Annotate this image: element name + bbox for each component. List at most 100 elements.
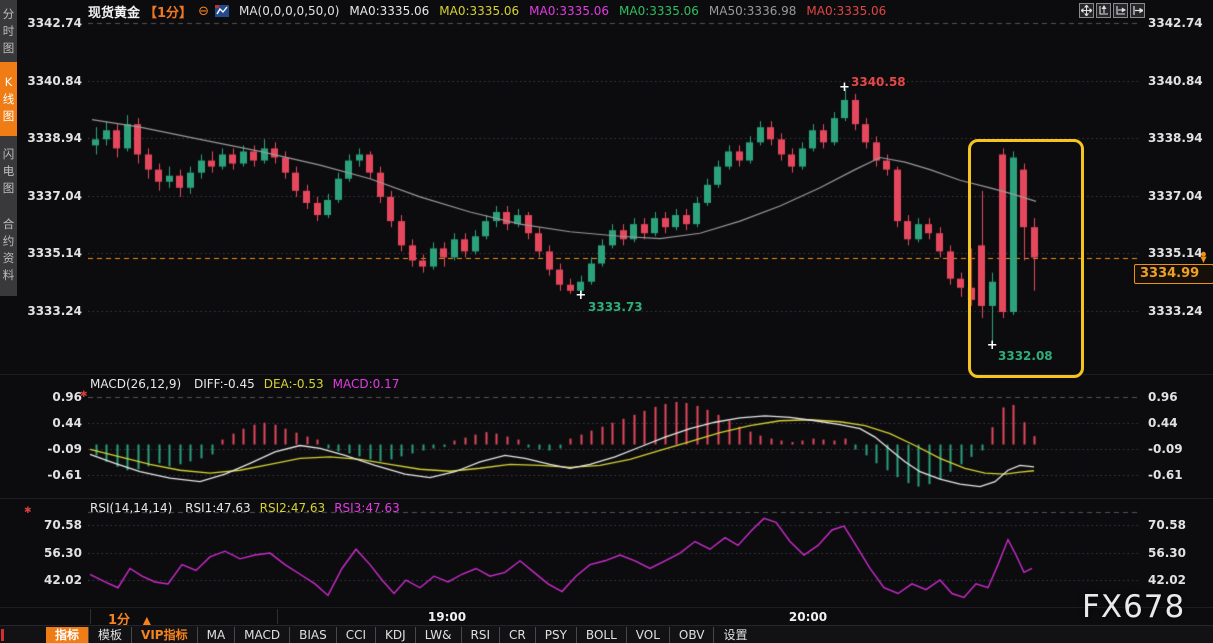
time-axis: 1分 ▲ 19:00 20:00 — [0, 608, 1213, 628]
toolbar-item-6[interactable]: CCI — [337, 626, 377, 643]
axis-label: 0.44 — [1148, 416, 1178, 430]
time-axis-divider — [90, 609, 91, 624]
window-controls — [1079, 3, 1145, 18]
macd-title: MACD(26,12,9) — [90, 377, 182, 391]
triangle-up-icon: ▲ — [142, 614, 152, 627]
toolbar-item-13[interactable]: VOL — [627, 626, 670, 643]
axis-label: 3333.24 — [27, 303, 82, 318]
axis-label: 3335.14 — [27, 246, 82, 261]
price-annotation-1: 3333.73 — [588, 300, 643, 314]
toolbar-item-11[interactable]: PSY — [536, 626, 577, 643]
axis-label: 3340.84 — [1148, 73, 1203, 88]
axis-zoom-vertical-icon[interactable] — [1096, 3, 1111, 18]
axis-label: 70.58 — [1148, 518, 1186, 532]
price-annotation-2: 3332.08 — [998, 349, 1053, 363]
macd-values: DIFF:-0.45 DEA:-0.53 MACD:0.17 — [194, 377, 408, 391]
price-pin-icon[interactable] — [1197, 249, 1210, 268]
watermark: FX678 — [1082, 589, 1186, 625]
highlight-box — [968, 139, 1084, 378]
rsi-value-1: RSI2:47.63 — [259, 501, 326, 515]
axis-label: -0.09 — [47, 442, 82, 456]
ma-settings-label: MA(0,0,0,0,50,0) — [238, 4, 340, 18]
ma-value-1: MA0:3335.06 — [439, 4, 520, 18]
axis-label: 56.30 — [1148, 545, 1186, 560]
rsi-values: RSI1:47.63 RSI2:47.63 RSI3:47.63 — [185, 501, 409, 515]
axis-label: 3337.04 — [27, 188, 82, 203]
rsi-panel-canvas[interactable] — [88, 499, 1141, 608]
toolbar-item-1[interactable]: 模板 — [89, 626, 133, 643]
axis-label: -0.61 — [47, 467, 82, 482]
toolbar-item-14[interactable]: OBV — [670, 626, 715, 643]
rsi-value-0: RSI1:47.63 — [185, 501, 251, 515]
rsi-header: RSI(14,14,14) RSI1:47.63 RSI2:47.63 RSI3:4… — [90, 501, 418, 515]
extreme-cross-marker: + — [839, 79, 850, 95]
axis-label: 3338.94 — [27, 131, 82, 146]
period-badge: 【1分】 — [144, 5, 193, 21]
toolbar-item-0[interactable]: 指标 — [46, 626, 90, 643]
toolbar-item-12[interactable]: BOLL — [577, 626, 627, 643]
sidebar-tab-0[interactable]: 分时图 — [2, 6, 15, 55]
ma-value-5: MA0:3335.06 — [806, 4, 887, 18]
axis-label: 0.96 — [52, 390, 82, 404]
axis-label: 3338.94 — [1148, 131, 1203, 146]
axis-label: 3333.24 — [1148, 303, 1203, 318]
toolbar-item-3[interactable]: MA — [198, 626, 236, 643]
toolbar-item-2[interactable]: VIP指标 — [132, 626, 198, 643]
panel-separator — [0, 374, 1213, 375]
period-selector[interactable]: 1分 ▲ — [108, 609, 151, 628]
axis-label: 3335.14 — [1148, 246, 1203, 261]
toolbar-item-7[interactable]: KDJ — [376, 626, 416, 643]
macd-value-2: MACD:0.17 — [332, 377, 400, 391]
toolbar-item-9[interactable]: RSI — [462, 626, 501, 643]
macd-settings-icon[interactable]: ✱ — [80, 390, 88, 400]
toolbar-item-10[interactable]: CR — [500, 626, 536, 643]
ma-value-3: MA0:3335.06 — [619, 4, 699, 18]
time-axis-divider — [277, 609, 278, 624]
axis-label: 3342.74 — [27, 16, 82, 30]
current-price-tag: 3334.99 — [1134, 264, 1213, 284]
toolbar-item-8[interactable]: LW& — [416, 626, 462, 643]
toolbar-item-15[interactable]: 设置 — [723, 627, 748, 642]
sidebar-tab-3[interactable]: 合约资料 — [2, 217, 15, 282]
axis-label: 56.30 — [44, 545, 82, 560]
shift-right-icon[interactable] — [1130, 3, 1145, 18]
macd-value-0: DIFF:-0.45 — [193, 377, 255, 391]
rsi-settings-icon[interactable]: ✱ — [24, 506, 32, 516]
macd-value-1: DEA:-0.53 — [263, 377, 324, 391]
time-label-1: 20:00 — [788, 610, 828, 624]
pan-icon[interactable] — [1079, 3, 1094, 18]
axis-label: 3340.84 — [27, 73, 82, 88]
axis-label: 0.44 — [52, 416, 82, 430]
axis-label: 42.02 — [1148, 573, 1186, 587]
axis-zoom-horizontal-icon[interactable] — [1113, 3, 1128, 18]
rsi-title: RSI(14,14,14) — [90, 501, 173, 515]
indicator-toolbar: 指标 模板 VIP指标 MA MACD BIAS CCI KDJ LW& RSI CR PSY BOLL… — [0, 625, 1213, 643]
ma-value-0: MA0:3335.06 — [349, 4, 430, 18]
macd-panel-canvas[interactable] — [88, 375, 1141, 499]
axis-label: 3342.74 — [1148, 16, 1203, 30]
ma-value-4: MA50:3336.98 — [708, 4, 797, 18]
main-chart-canvas[interactable] — [88, 22, 1141, 375]
sidebar-tab-2[interactable]: 闪电图 — [2, 147, 15, 195]
extreme-cross-marker: + — [986, 337, 998, 353]
remove-compare-icon[interactable]: ⊖ — [198, 3, 209, 19]
axis-label: -0.09 — [1148, 442, 1183, 456]
toolbar-item-5[interactable]: BIAS — [290, 626, 337, 643]
panel-separator — [0, 498, 1213, 499]
ma-value-2: MA0:3335.06 — [529, 4, 610, 18]
toolbar-red-marker — [1, 629, 4, 641]
rsi-value-2: RSI3:47.63 — [334, 501, 400, 515]
chart-type-icon[interactable] — [214, 5, 229, 17]
toolbar-item-4[interactable]: MACD — [235, 626, 291, 643]
current-price-value: 3334.99 — [1140, 266, 1200, 281]
axis-label: 42.02 — [44, 573, 82, 587]
panel-separator — [0, 607, 1213, 608]
axis-label: 3337.04 — [1148, 188, 1203, 203]
time-label-0: 19:00 — [427, 610, 467, 624]
macd-header: MACD(26,12,9) DIFF:-0.45 DEA:-0.53 MACD:0.… — [90, 377, 417, 391]
price-annotation-0: 3340.58 — [851, 75, 906, 89]
axis-label: -0.61 — [1148, 467, 1183, 482]
